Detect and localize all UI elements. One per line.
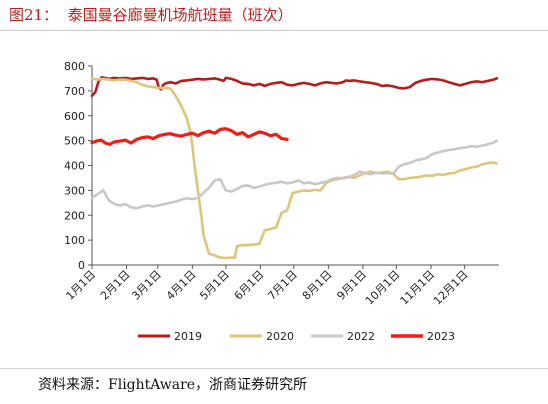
x-tick-label: 1月1日 [63, 268, 98, 303]
legend-label-2022: 2022 [347, 330, 375, 343]
series-line-2022 [90, 139, 499, 210]
figure-title: 图21： 泰国曼谷廊曼机场航班量（班次） [9, 6, 293, 24]
y-tick-label: 800 [64, 60, 85, 73]
x-tick-label: 5月1日 [197, 268, 232, 303]
series-layer [90, 75, 499, 260]
y-tick-label: 500 [64, 135, 85, 148]
x-tick-label: 8月1日 [300, 268, 335, 303]
y-tick-label: 200 [64, 209, 85, 222]
x-tick-label: 11月1日 [398, 268, 438, 308]
x-tick-label: 12月1日 [431, 268, 471, 308]
x-tick-label: 4月1日 [164, 268, 199, 303]
y-tick-label: 400 [64, 160, 85, 173]
source-divider [0, 368, 548, 369]
legend: 2019 2020 2022 2023 [138, 330, 455, 343]
series-line-2023 [90, 127, 289, 147]
series-line-2019 [90, 75, 499, 98]
source-note: 资料来源：FlightAware，浙商证券研究所 [38, 377, 308, 393]
x-tick-label: 2月1日 [98, 268, 133, 303]
y-tick-label: 0 [78, 259, 85, 272]
legend-label-2019: 2019 [174, 330, 202, 343]
legend-label-2020: 2020 [266, 330, 294, 343]
legend-label-2023: 2023 [427, 330, 455, 343]
y-tick-label: 300 [64, 184, 85, 197]
y-tick-label: 100 [64, 234, 85, 247]
x-tick-label: 7月1日 [265, 268, 300, 303]
x-tick-label: 3月1日 [129, 268, 164, 303]
x-tick-label: 6月1日 [232, 268, 267, 303]
y-tick-label: 600 [64, 110, 85, 123]
series-line-2020 [90, 77, 499, 260]
y-tick-label: 700 [64, 85, 85, 98]
x-tick-label: 10月1日 [363, 268, 403, 308]
title-divider [0, 30, 548, 31]
